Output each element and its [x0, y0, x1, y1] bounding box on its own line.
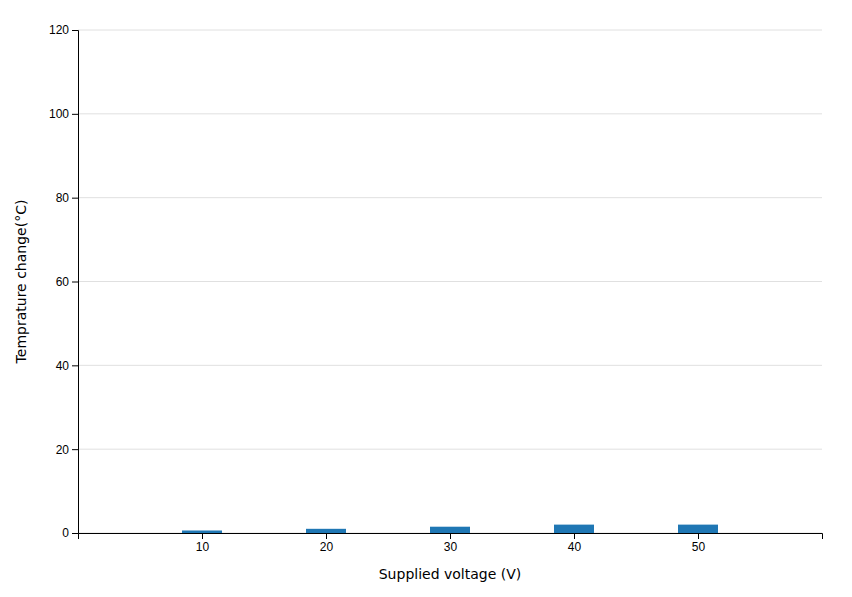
y-tick-label: 100	[49, 107, 69, 121]
bar	[554, 525, 594, 533]
y-tick-label: 80	[56, 191, 70, 205]
y-tick-label: 40	[56, 359, 70, 373]
grid-line	[78, 113, 822, 114]
y-tick-mark	[72, 449, 78, 450]
bar	[430, 527, 470, 533]
y-tick: 60	[56, 275, 78, 289]
y-tick-mark	[72, 365, 78, 366]
x-tick-label: 20	[320, 540, 334, 554]
x-tick-mark	[202, 533, 203, 539]
x-tick: 30	[444, 533, 458, 554]
x-axis-line	[79, 534, 823, 540]
x-tick: 40	[568, 533, 582, 554]
grid-line	[78, 365, 822, 366]
x-tick-label: 40	[568, 540, 582, 554]
y-tick-label: 20	[56, 443, 70, 457]
y-tick: 80	[56, 191, 78, 205]
y-tick-mark	[72, 114, 78, 115]
grid-line	[78, 449, 822, 450]
x-tick-mark	[574, 533, 575, 539]
y-tick: 120	[49, 23, 78, 37]
grid	[78, 30, 822, 533]
y-tick: 100	[49, 107, 78, 121]
y-tick: 40	[56, 359, 78, 373]
bar	[306, 529, 346, 533]
x-tick: 10	[196, 533, 210, 554]
grid-line	[78, 281, 822, 282]
y-tick-label: 120	[49, 23, 69, 37]
x-tick-label: 50	[692, 540, 706, 554]
y-tick-mark	[72, 282, 78, 283]
x-tick: 50	[692, 533, 706, 554]
y-tick-mark	[72, 533, 78, 534]
bar	[678, 525, 718, 533]
y-tick: 20	[56, 443, 78, 457]
grid-line	[78, 197, 822, 198]
x-tick-mark	[326, 533, 327, 539]
x-tick-mark	[450, 533, 451, 539]
y-tick-label: 0	[62, 526, 69, 540]
y-tick-label: 60	[56, 275, 70, 289]
y-axis-title: Temprature change(°C)	[13, 200, 29, 365]
y-tick: 0	[62, 526, 78, 540]
grid-line	[78, 30, 822, 31]
x-tick-label: 10	[196, 540, 210, 554]
bar	[182, 530, 222, 533]
plot: 10 20 30 40 50 0 20 40 60 80 100 120 Supplied voltag…	[13, 23, 823, 582]
y-tick-mark	[72, 30, 78, 31]
chart: 10 20 30 40 50 0 20 40 60 80 100 120 Supplied voltag…	[0, 0, 852, 597]
x-axis-title: Supplied voltage (V)	[379, 566, 522, 582]
x-tick-mark	[698, 533, 699, 539]
x-tick-label: 30	[444, 540, 458, 554]
bars	[182, 525, 718, 533]
x-tick: 20	[320, 533, 334, 554]
y-axis: 0 20 40 60 80 100 120	[49, 23, 79, 540]
x-axis: 10 20 30 40 50	[79, 533, 823, 554]
y-axis-line	[72, 31, 79, 534]
y-tick-mark	[72, 198, 78, 199]
